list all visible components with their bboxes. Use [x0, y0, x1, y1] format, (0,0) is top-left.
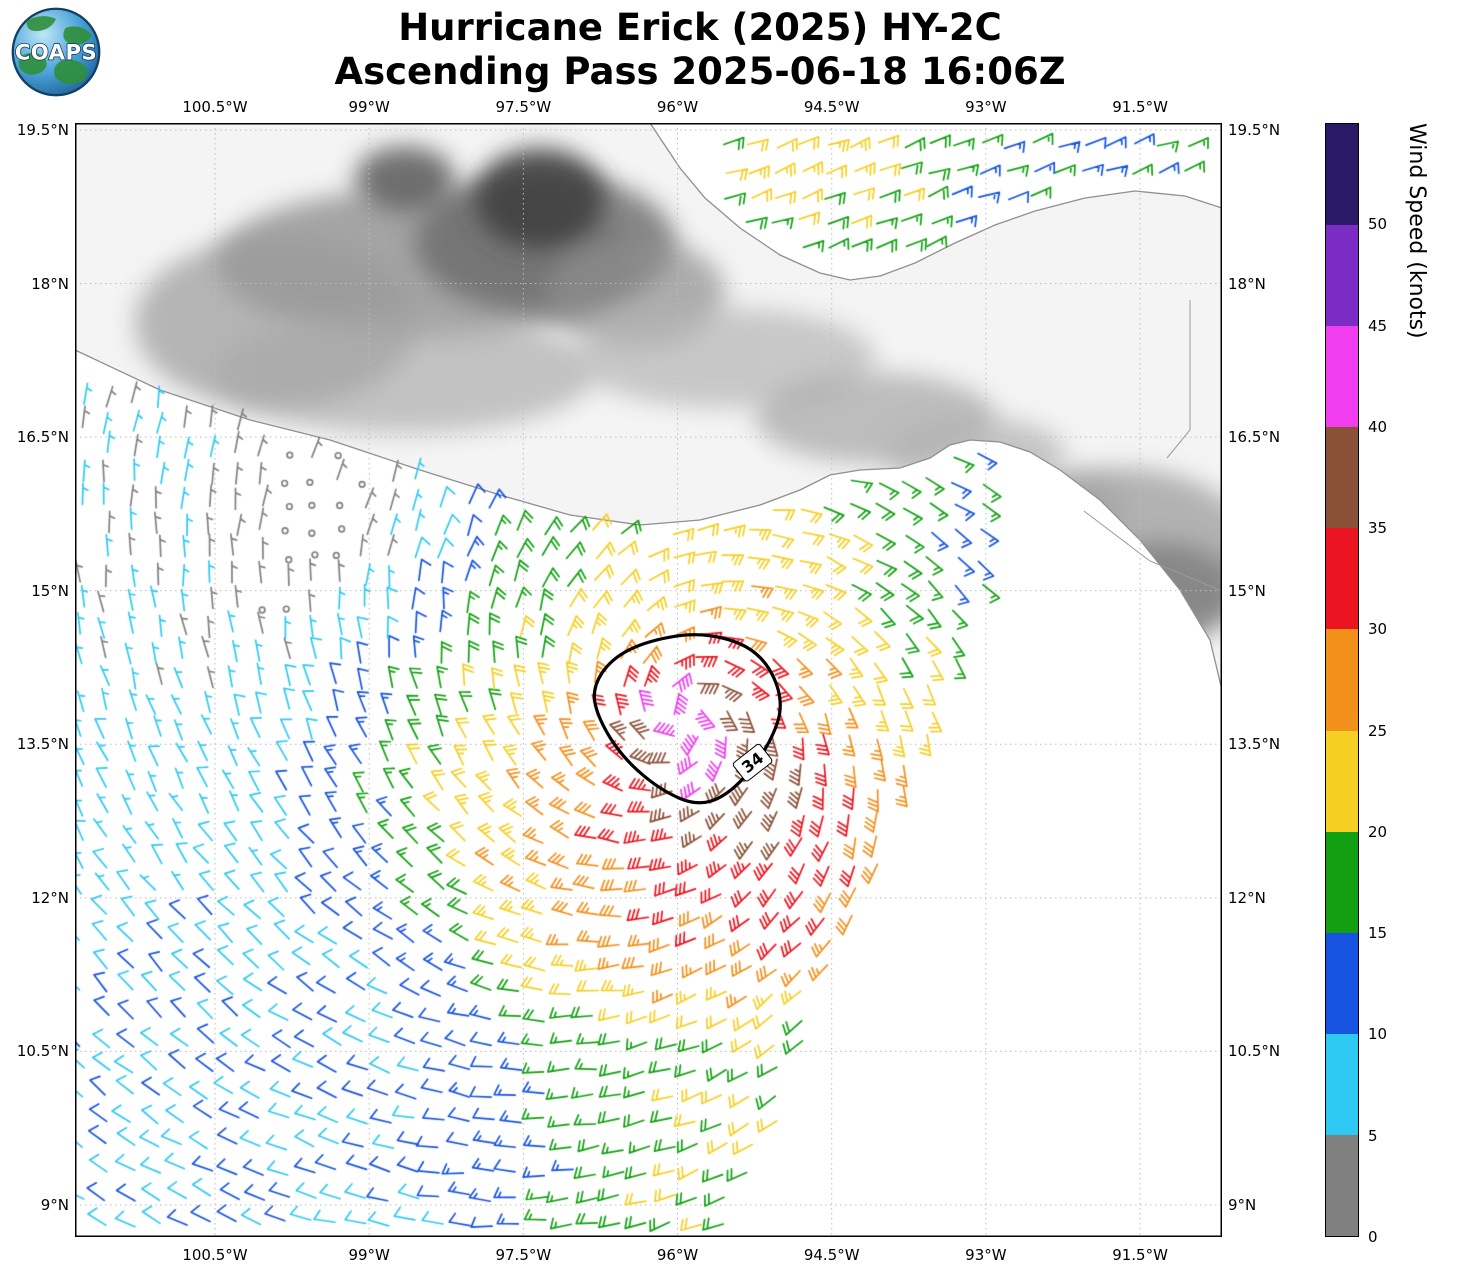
- lat-tick-left: 12°N: [31, 888, 69, 907]
- colorbar-tick-label: 35: [1368, 519, 1388, 538]
- colorbar-tick-label: 5: [1368, 1126, 1378, 1145]
- lon-tick-bottom: 97.5°W: [495, 1246, 552, 1264]
- lon-tick-top: 91.5°W: [1112, 98, 1168, 116]
- lon-tick-bottom: 94.5°W: [803, 1246, 860, 1264]
- logo-globe: COAPS: [11, 7, 101, 97]
- lat-tick-left: 19.5°N: [16, 120, 69, 139]
- colorbar-tick-label: 25: [1368, 721, 1388, 740]
- lon-tick-bottom: 100.5°W: [182, 1246, 248, 1264]
- lat-tick-left: 18°N: [31, 274, 69, 293]
- lat-tick-left: 16.5°N: [16, 428, 69, 447]
- colorbar-segment: [1326, 1134, 1358, 1237]
- lat-tick-right: 13.5°N: [1228, 735, 1281, 754]
- lat-tick-left: 13.5°N: [16, 735, 69, 754]
- colorbar-tick-label: 15: [1368, 924, 1388, 943]
- chart-title: Hurricane Erick (2025) HY-2C Ascending P…: [0, 6, 1400, 93]
- contour-34kt: [592, 633, 782, 805]
- title-line-2: Ascending Pass 2025-06-18 16:06Z: [334, 49, 1066, 93]
- colorbar-segment: [1326, 1033, 1358, 1135]
- colorbar-segment: [1326, 427, 1358, 529]
- colorbar-label: Wind Speed (knots): [1404, 123, 1429, 339]
- lat-tick-left: 9°N: [40, 1195, 69, 1214]
- lat-tick-right: 18°N: [1228, 274, 1266, 293]
- map-overlay-svg: 34: [75, 123, 1222, 1237]
- lon-tick-top: 99°W: [348, 98, 390, 116]
- title-line-1: Hurricane Erick (2025) HY-2C: [398, 6, 1002, 49]
- lon-tick-top: 94.5°W: [803, 98, 860, 116]
- colorbar-segment: [1326, 629, 1358, 731]
- logo-text: COAPS: [15, 39, 97, 64]
- lat-tick-right: 19.5°N: [1228, 120, 1281, 139]
- colorbar-tick-label: 10: [1368, 1025, 1388, 1044]
- lat-tick-left: 15°N: [31, 581, 69, 600]
- lon-tick-bottom: 93°W: [965, 1246, 1007, 1264]
- lat-tick-left: 10.5°N: [16, 1042, 69, 1061]
- colorbar-tick-label: 50: [1368, 215, 1388, 234]
- colorbar-segment: [1326, 225, 1358, 327]
- colorbar-tick-label: 0: [1368, 1228, 1378, 1246]
- lon-tick-top: 97.5°W: [495, 98, 552, 116]
- colorbar-segment: [1326, 831, 1358, 933]
- colorbar-segment: [1326, 528, 1358, 630]
- colorbar-segment: [1326, 932, 1358, 1034]
- lat-tick-right: 16.5°N: [1228, 428, 1281, 447]
- map-area: 34: [75, 123, 1222, 1237]
- colorbar-segment: [1326, 124, 1358, 226]
- colorbar-segment: [1326, 326, 1358, 428]
- colorbar-tick-label: 45: [1368, 316, 1388, 335]
- colorbar-tick-label: 30: [1368, 620, 1388, 639]
- lat-tick-right: 12°N: [1228, 888, 1266, 907]
- lon-tick-top: 96°W: [656, 98, 699, 116]
- colorbar-segment: [1326, 730, 1358, 832]
- lat-tick-right: 10.5°N: [1228, 1042, 1281, 1061]
- lat-tick-right: 15°N: [1228, 581, 1266, 600]
- lon-tick-bottom: 99°W: [348, 1246, 390, 1264]
- lon-tick-bottom: 91.5°W: [1112, 1246, 1168, 1264]
- coaps-logo: COAPS: [10, 6, 102, 98]
- lon-tick-bottom: 96°W: [656, 1246, 699, 1264]
- lon-tick-top: 100.5°W: [182, 98, 248, 116]
- lon-tick-top: 93°W: [965, 98, 1007, 116]
- wind-barb-canvas: [75, 123, 1222, 1237]
- colorbar-tick-label: 20: [1368, 822, 1388, 841]
- map-border: [75, 123, 1222, 1237]
- colorbar-tick-label: 40: [1368, 417, 1388, 436]
- lat-tick-right: 9°N: [1228, 1195, 1257, 1214]
- colorbar: [1325, 123, 1359, 1237]
